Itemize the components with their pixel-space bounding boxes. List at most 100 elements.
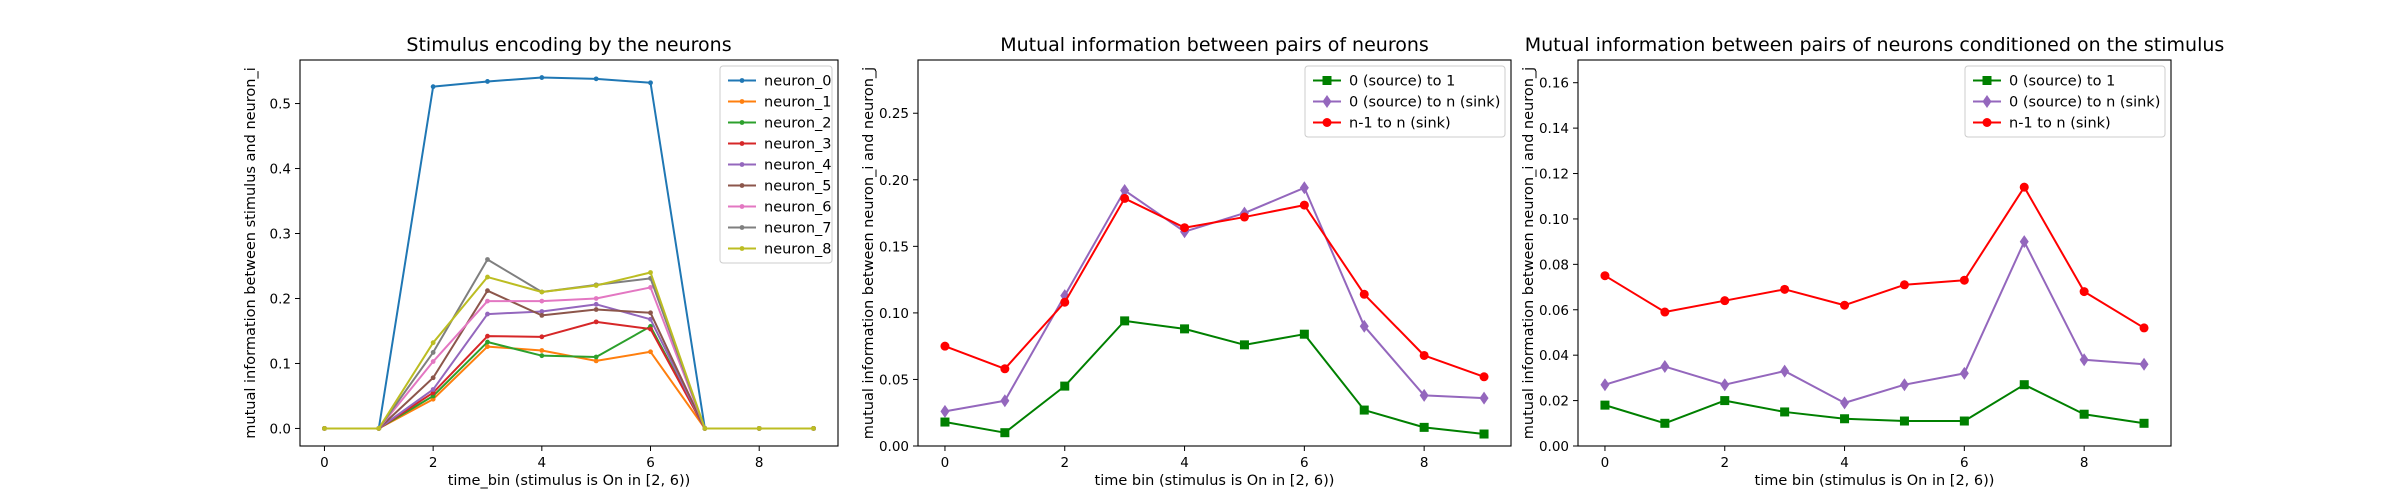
data-point (430, 375, 436, 381)
x-tick-label: 2 (1720, 455, 1729, 471)
x-tick-label: 2 (1060, 455, 1069, 471)
legend-marker (739, 78, 745, 83)
data-point (430, 340, 436, 346)
y-tick-label: 0.12 (1539, 167, 1569, 183)
data-point (1359, 405, 1369, 415)
data-point (756, 426, 762, 431)
chart-title: Mutual information between pairs of neur… (1000, 34, 1429, 56)
data-point (1600, 271, 1610, 281)
data-point (648, 316, 653, 322)
legend-box (1964, 65, 2166, 138)
x-tick-label: 4 (538, 455, 547, 471)
legend-box (719, 65, 833, 264)
legend-label: 0 (source) to 1 (1349, 74, 1455, 90)
y-tick-label: 0.20 (879, 173, 909, 189)
y-tick-label: 0.2 (270, 291, 291, 307)
data-point (1660, 418, 1670, 428)
data-point (1600, 378, 1610, 392)
y-tick-label: 0.25 (879, 106, 909, 122)
data-point (702, 426, 708, 431)
data-point (539, 334, 545, 340)
data-point (539, 312, 545, 318)
data-point (648, 80, 653, 86)
data-point (1780, 364, 1790, 378)
data-point (1120, 316, 1130, 326)
data-point (1000, 364, 1010, 374)
legend: neuron_0 neuron_1 neuron_2 neuron_3 neuron_4… (719, 65, 833, 264)
data-point (1660, 360, 1670, 374)
legend-label: neuron_2 (764, 116, 831, 132)
y-tick-label: 0.10 (879, 306, 909, 322)
data-point (1899, 378, 1909, 392)
chart-panel-1: Stimulus encoding by the neurons time_bin… (243, 34, 839, 489)
data-point (940, 417, 950, 427)
data-point (539, 289, 545, 295)
data-point (940, 404, 950, 418)
data-point (1959, 366, 1969, 380)
data-point (539, 298, 545, 304)
series-line (324, 271, 814, 430)
data-point (1060, 297, 1070, 307)
legend-marker (739, 183, 745, 188)
data-point (1840, 414, 1850, 424)
data-point (1120, 193, 1130, 203)
data-point (1959, 275, 1969, 285)
data-point (1239, 212, 1249, 222)
data-point (1479, 372, 1489, 382)
legend-marker (739, 141, 745, 146)
series-5 (322, 288, 816, 431)
legend-label: 0 (source) to n (sink) (2009, 95, 2160, 111)
data-point (593, 358, 599, 364)
data-point (2079, 409, 2089, 419)
data-point (648, 270, 653, 275)
data-point (1660, 307, 1670, 317)
data-point (593, 301, 599, 307)
x-tick-label: 6 (1960, 455, 1969, 471)
series-line (324, 320, 814, 430)
data-point (593, 296, 599, 301)
legend-marker (1982, 76, 1992, 85)
series-0 (1600, 380, 2149, 428)
data-point (485, 298, 490, 304)
data-point (593, 307, 599, 312)
data-point (940, 341, 950, 351)
legend-label: n-1 to n (sink) (2009, 116, 2111, 132)
data-point (485, 339, 490, 345)
chart-title: Stimulus encoding by the neurons (406, 34, 731, 56)
data-point (1299, 200, 1309, 210)
y-tick-label: 0.4 (270, 162, 291, 178)
y-tick-label: 0.02 (1539, 394, 1569, 410)
data-point (1959, 416, 1969, 426)
series-line (1604, 383, 2145, 425)
legend: 0 (source) to 1 0 (source) to n (sink) n-1… (1304, 65, 1506, 138)
legend-box (1304, 65, 1506, 138)
legend-marker (1982, 118, 1992, 127)
data-point (1239, 340, 1249, 350)
y-tick-label: 0.08 (1539, 257, 1569, 273)
data-point (2079, 287, 2089, 297)
x-axis-label: time_bin (stimulus is On in [2, 6)) (448, 473, 691, 489)
data-point (1180, 223, 1190, 233)
y-tick-label: 0.0 (270, 421, 291, 437)
x-tick-label: 8 (755, 455, 764, 471)
legend-label: neuron_6 (764, 200, 831, 216)
data-point (376, 426, 382, 431)
series-line (944, 319, 1485, 436)
series-1 (1600, 235, 2149, 410)
y-tick-label: 0.10 (1539, 212, 1569, 228)
data-point (485, 311, 490, 317)
y-tick-label: 0.14 (1539, 121, 1569, 137)
chart-title: Mutual information between pairs of neur… (1525, 34, 2225, 56)
legend-marker (739, 204, 745, 209)
y-tick-label: 0.05 (879, 372, 909, 388)
series-1 (940, 181, 1489, 418)
legend-label: neuron_3 (764, 137, 831, 153)
series-0 (940, 316, 1489, 439)
legend-marker (739, 246, 745, 251)
y-tick-label: 0.00 (1539, 439, 1569, 455)
y-axis-label: mutual information between neuron_i and … (1521, 67, 1537, 439)
y-tick-label: 0.3 (270, 227, 291, 243)
x-tick-label: 0 (320, 455, 329, 471)
legend: 0 (source) to 1 0 (source) to n (sink) n-1… (1964, 65, 2166, 138)
